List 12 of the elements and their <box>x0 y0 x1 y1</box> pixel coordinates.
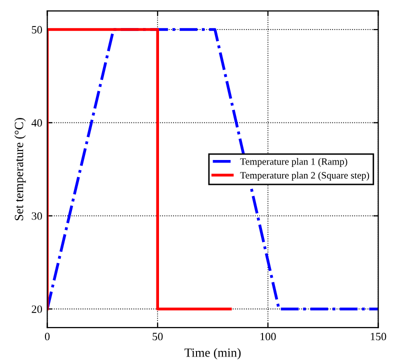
legend-label: Temperature plan 2 (Square step) <box>240 172 370 181</box>
x-tick-label: 0 <box>44 332 50 340</box>
legend-label: Temperature plan 1 (Ramp) <box>240 158 348 167</box>
y-tick-label: 20 <box>32 305 42 313</box>
y-tick-label: 30 <box>32 212 42 220</box>
y-axis-title: Set temperature (°C) <box>14 118 26 220</box>
x-tick-label: 100 <box>260 332 276 340</box>
x-tick-label: 150 <box>370 332 386 340</box>
x-axis-title: Time (min) <box>184 348 241 360</box>
y-tick-label: 50 <box>32 26 42 34</box>
y-tick-label: 40 <box>32 119 42 127</box>
x-tick-label: 50 <box>152 332 163 340</box>
